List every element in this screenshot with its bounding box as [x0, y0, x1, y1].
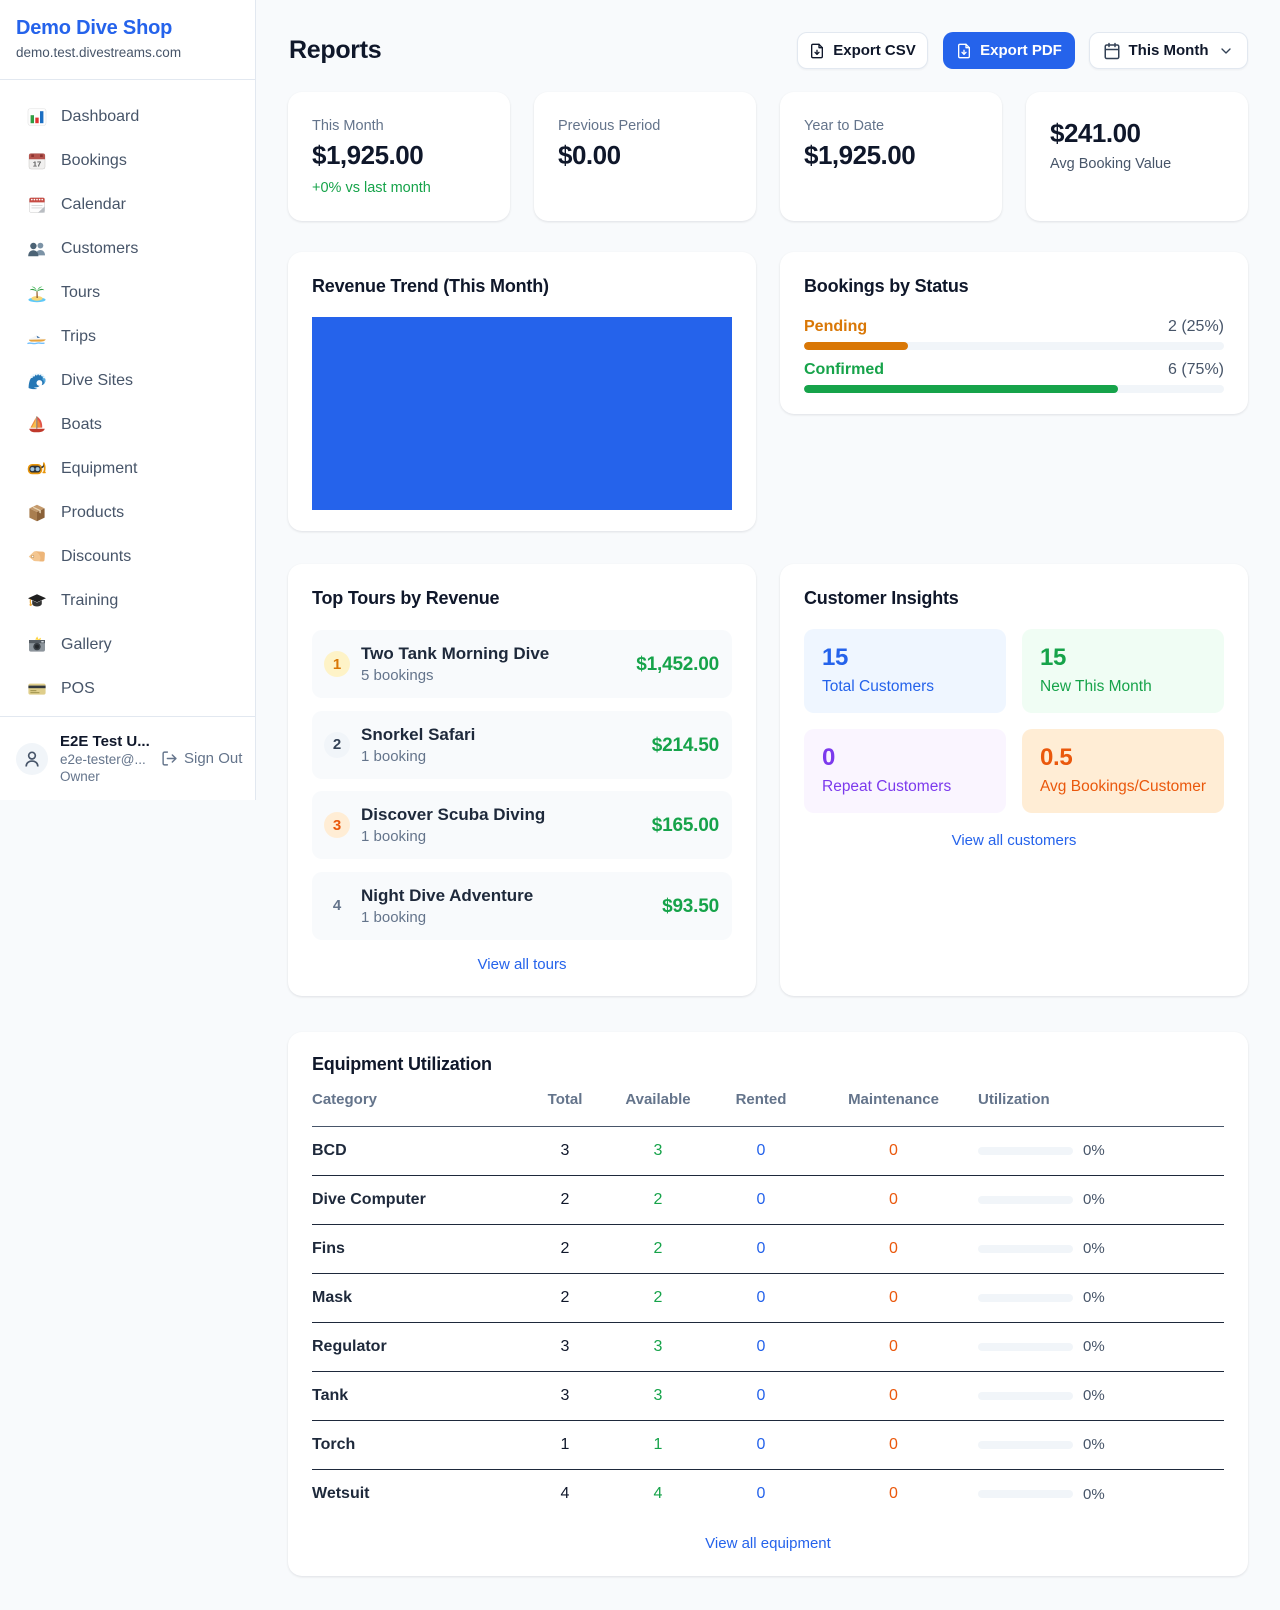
svg-text:17: 17 — [33, 160, 41, 169]
